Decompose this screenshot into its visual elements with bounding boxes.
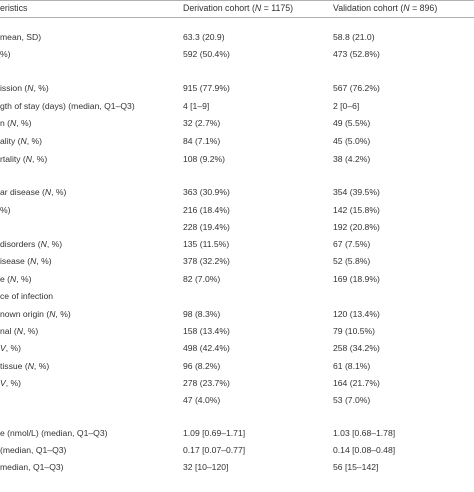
table-row: ission (N, %) 915 (77.9%) 567 (76.2%) — [0, 80, 474, 96]
validation-value: 58.8 (21.0) — [333, 32, 375, 42]
table-row: median, Q1–Q3) 32 [10–120] 56 [15–142] — [0, 459, 474, 475]
table-row: 228 (19.4%) 192 (20.8%) — [0, 219, 474, 235]
row-label: disorders (N, %) — [0, 239, 63, 249]
row-label: e (N, %) — [0, 274, 32, 284]
derivation-value: 0.17 [0.07–0.77] — [183, 445, 246, 455]
validation-value: 354 (39.5%) — [333, 187, 380, 197]
validation-value: 120 (13.4%) — [333, 309, 380, 319]
validation-value: 164 (21.7%) — [333, 378, 380, 388]
table-top-rule — [0, 0, 474, 1]
table-row: mean, SD) 63.3 (20.9) 58.8 (21.0) — [0, 29, 474, 45]
derivation-value: 135 (11.5%) — [183, 239, 230, 249]
table-row: (median, Q1–Q3) 0.17 [0.07–0.77] 0.14 [0.0… — [0, 442, 474, 458]
table-row: disorders (N, %) 135 (11.5%) 67 (7.5%) — [0, 236, 474, 252]
table-row: nown origin (N, %) 98 (8.3%) 120 (13.4%) — [0, 306, 474, 322]
table-row: ce of infection — [0, 288, 474, 304]
derivation-value: 498 (42.4%) — [183, 343, 230, 353]
row-label: %) — [0, 49, 11, 59]
derivation-value: 378 (32.2%) — [183, 256, 230, 266]
derivation-value: 228 (19.4%) — [183, 222, 230, 232]
validation-value: 192 (20.8%) — [333, 222, 380, 232]
row-label: isease (N, %) — [0, 256, 52, 266]
table-row: %) 216 (18.4%) 142 (15.8%) — [0, 202, 474, 218]
row-label: tissue (N, %) — [0, 361, 50, 371]
table-row: V, %) 498 (42.4%) 258 (34.2%) — [0, 340, 474, 356]
derivation-value: 98 (8.3%) — [183, 309, 221, 319]
derivation-value: 84 (7.1%) — [183, 136, 221, 146]
header-derivation-cohort: Derivation cohort (N = 1175) — [183, 3, 294, 13]
characteristics-table: eristics Derivation cohort (N = 1175) Va… — [0, 0, 474, 475]
derivation-value: 915 (77.9%) — [183, 83, 230, 93]
derivation-value: 96 (8.2%) — [183, 361, 221, 371]
row-label: ce of infection — [0, 291, 54, 301]
validation-value: 53 (7.0%) — [333, 395, 371, 405]
validation-value: 38 (4.2%) — [333, 154, 371, 164]
validation-value: 79 (10.5%) — [333, 326, 376, 336]
table-row: nal (N, %) 158 (13.4%) 79 (10.5%) — [0, 323, 474, 339]
row-label: V, %) — [0, 343, 22, 353]
header-validation-cohort: Validation cohort (N = 896) — [333, 3, 438, 13]
table-row: ar disease (N, %) 363 (30.9%) 354 (39.5%) — [0, 184, 474, 200]
derivation-value: 82 (7.0%) — [183, 274, 221, 284]
validation-value: 67 (7.5%) — [333, 239, 371, 249]
validation-value: 142 (15.8%) — [333, 205, 380, 215]
derivation-value: 216 (18.4%) — [183, 205, 230, 215]
table-row: gth of stay (days) (median, Q1–Q3) 4 [1–9… — [0, 98, 474, 114]
derivation-value: 32 (2.7%) — [183, 118, 221, 128]
table-row: rtality (N, %) 108 (9.2%) 38 (4.2%) — [0, 151, 474, 167]
validation-value: 49 (5.5%) — [333, 118, 371, 128]
derivation-value: 592 (50.4%) — [183, 49, 230, 59]
derivation-value: 158 (13.4%) — [183, 326, 230, 336]
validation-value: 52 (5.8%) — [333, 256, 371, 266]
validation-value: 61 (8.1%) — [333, 361, 371, 371]
table-row: tissue (N, %) 96 (8.2%) 61 (8.1%) — [0, 358, 474, 374]
row-label: ission (N, %) — [0, 83, 49, 93]
derivation-value: 108 (9.2%) — [183, 154, 226, 164]
validation-value: 0.14 [0.08–0.48] — [333, 445, 396, 455]
derivation-value: 32 [10–120] — [183, 462, 229, 472]
table-header-rule — [0, 17, 474, 18]
validation-value: 473 (52.8%) — [333, 49, 380, 59]
row-label: median, Q1–Q3) — [0, 462, 64, 472]
validation-value: 258 (34.2%) — [333, 343, 380, 353]
table-row: V, %) 278 (23.7%) 164 (21.7%) — [0, 375, 474, 391]
derivation-value: 1.09 [0.69–1.71] — [183, 428, 246, 438]
table-row: 47 (4.0%) 53 (7.0%) — [0, 392, 474, 408]
table-row: ality (N, %) 84 (7.1%) 45 (5.0%) — [0, 133, 474, 149]
derivation-value: 363 (30.9%) — [183, 187, 230, 197]
table-row: %) 592 (50.4%) 473 (52.8%) — [0, 46, 474, 62]
row-label: ality (N, %) — [0, 136, 43, 146]
table-row: n (N, %) 32 (2.7%) 49 (5.5%) — [0, 115, 474, 131]
derivation-value: 4 [1–9] — [183, 101, 210, 111]
row-label: %) — [0, 205, 11, 215]
row-label: V, %) — [0, 378, 22, 388]
row-label: mean, SD) — [0, 32, 42, 42]
validation-value: 169 (18.9%) — [333, 274, 380, 284]
table-row — [0, 476, 474, 492]
table-row: isease (N, %) 378 (32.2%) 52 (5.8%) — [0, 253, 474, 269]
derivation-value: 47 (4.0%) — [183, 395, 221, 405]
row-label: nown origin (N, %) — [0, 309, 71, 319]
derivation-value: 63.3 (20.9) — [183, 32, 225, 42]
header-characteristics: eristics — [0, 3, 28, 13]
row-label: (median, Q1–Q3) — [0, 445, 67, 455]
row-label: e (nmol/L) (median, Q1–Q3) — [0, 428, 108, 438]
derivation-value: 278 (23.7%) — [183, 378, 230, 388]
validation-value: 2 [0–6] — [333, 101, 360, 111]
validation-value: 56 [15–142] — [333, 462, 379, 472]
table-row: e (nmol/L) (median, Q1–Q3) 1.09 [0.69–1.7… — [0, 425, 474, 441]
row-label: rtality (N, %) — [0, 154, 48, 164]
row-label: n (N, %) — [0, 118, 32, 128]
row-label: nal (N, %) — [0, 326, 39, 336]
row-label: gth of stay (days) (median, Q1–Q3) — [0, 101, 135, 111]
validation-value: 567 (76.2%) — [333, 83, 380, 93]
table-header-row: eristics Derivation cohort (N = 1175) Va… — [0, 0, 474, 16]
row-label: ar disease (N, %) — [0, 187, 67, 197]
validation-value: 45 (5.0%) — [333, 136, 371, 146]
table-row: e (N, %) 82 (7.0%) 169 (18.9%) — [0, 271, 474, 287]
validation-value: 1.03 [0.68–1.78] — [333, 428, 396, 438]
